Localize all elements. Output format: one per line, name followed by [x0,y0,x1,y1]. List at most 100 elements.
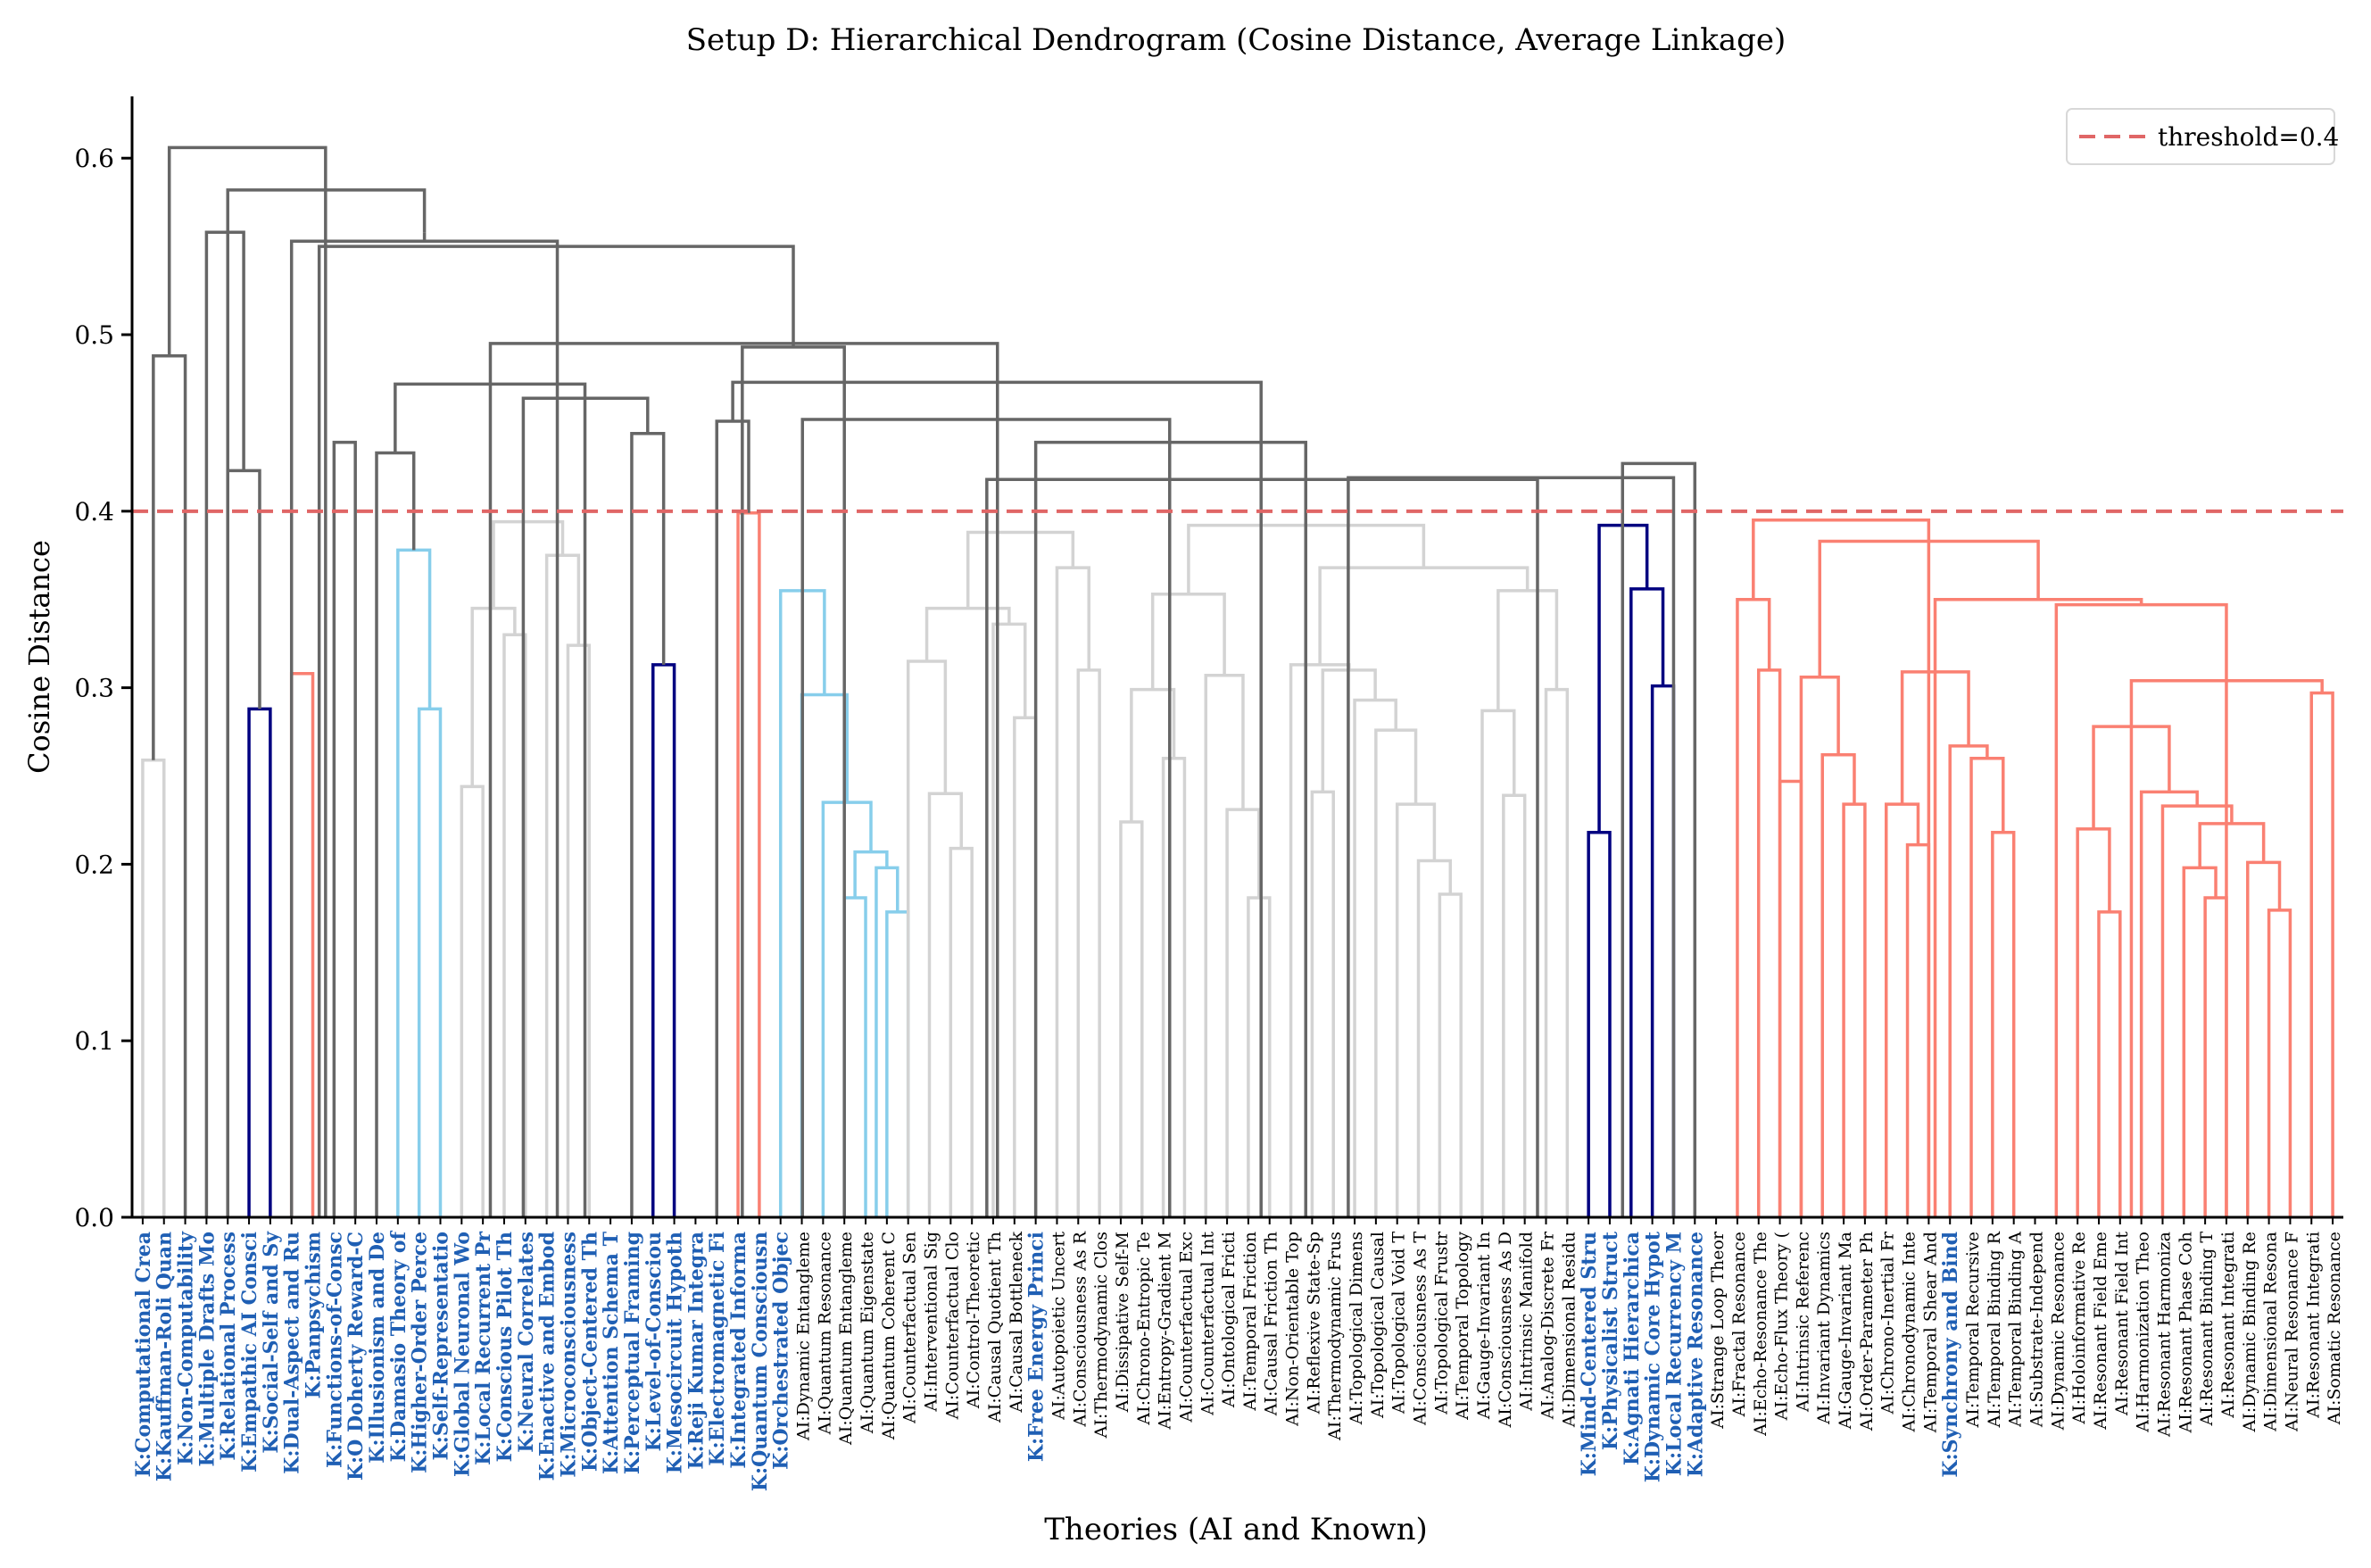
dendrogram-link [141,758,166,1217]
leaf-label: AI:Quantum Coherent C [879,1232,899,1440]
dendrogram-link [991,622,1027,1217]
leaf-label: K:Local Recurrent Pr [472,1232,495,1465]
dendrogram-link [927,792,963,1217]
leaf-label: K:Physicalist Struct [1599,1231,1622,1450]
leaf-label: AI:Temporal Binding R [1985,1231,2004,1428]
dendrogram-link [2076,827,2111,1217]
leaf-label: K:Integrated Informa [727,1232,750,1469]
dendrogram-link [1416,859,1453,1217]
leaf-label: K:Functions-of-Consc [323,1232,346,1468]
dendrogram-link [152,354,187,1217]
leaf-label: K:Dual-Aspect and Ru [281,1232,304,1474]
dendrogram-link [417,707,443,1217]
leaf-label: K:Higher-Order Perce [409,1232,432,1473]
leaf-label: AI:Counterfactual Sen [900,1232,920,1424]
leaf-label: AI:Quantum Eigenstate [858,1232,877,1434]
dendrogram-link [1310,790,1335,1217]
dendrogram-link [906,660,948,1217]
x-axis-label: Theories (AI and Known) [1044,1512,1428,1547]
leaf-label: K:Illusionism and De [366,1232,389,1464]
dendrogram-link [2267,908,2292,1217]
leaf-label: AI:Gauge-Invariant Ma [1836,1232,1855,1430]
leaf-label: AI:Temporal Shear And [1920,1232,1940,1433]
leaf-label: AI:Quantum Resonance [815,1232,834,1435]
leaf-label: AI:Topological Void T [1389,1232,1409,1415]
leaf-label: K:Orchestrated Objec [770,1232,793,1470]
leaf-label: AI:Chrono-Entropic Te [1134,1232,1154,1426]
leaf-label: K:Quantum Consciousn [749,1232,772,1491]
leaf-label: AI:Resonant Phase Coh [2176,1232,2195,1433]
leaf-label: K:Kauffman-Roli Quan [153,1232,177,1481]
leaf-label: AI:Consciousness As T [1411,1232,1430,1426]
leaf-label: AI:Temporal Binding A [2006,1232,2026,1428]
dendrogram-link [821,801,873,1217]
y-axis-label: Cosine Distance [22,540,56,774]
leaf-label: K:Electromagnetic Fi [706,1232,729,1466]
y-ticks: 0.0 0.1 0.2 0.3 0.4 0.5 0.6 [74,144,132,1232]
leaf-label: AI:Temporal Friction [1240,1232,1260,1412]
dendrogram-link [1347,476,1676,1217]
leaf-label: AI:Neural Resonance F [2282,1232,2301,1432]
leaf-label: K:Perceptual Framing [621,1232,644,1474]
dendrogram-link [1650,684,1676,1217]
dendrogram-link [966,530,1075,609]
dendrogram-link [1948,744,1989,1217]
dendrogram-link [1621,461,1697,1217]
leaf-label: K:Relational Process [217,1232,240,1461]
dendrogram-link [492,519,565,609]
dendrogram-link [949,846,974,1217]
leaf-label: K:Self-Representatio [429,1232,452,1461]
leaf-label: AI:Dimensional Resona [2261,1232,2281,1432]
dendrogram-link [460,784,485,1217]
dendrogram-link [1991,831,2016,1217]
leaf-label: AI:Thermodynamic Frus [1325,1232,1345,1441]
legend-box [2066,108,2335,165]
dendrogram-link [544,553,581,1217]
dendrogram-link [1778,779,1803,1217]
leaf-label: AI:Intrinsic Referenc [1793,1232,1812,1413]
dendrogram-link [1969,756,2005,1217]
dendrogram-link [396,548,432,1217]
leaf-label: AI:Strange Loop Theor [1708,1231,1728,1430]
leaf-label: AI:Analog-Discrete Fr [1538,1231,1557,1420]
leaf-label: K:Empathic AI Consci [238,1232,261,1473]
dendrogram-link [1395,802,1437,1217]
y-tick-label: 0.6 [74,144,114,173]
leaf-label: AI:Temporal Topology [1453,1232,1472,1421]
leaf-label: AI:Counterfactual Clo [942,1232,962,1420]
y-tick-label: 0.0 [74,1203,114,1232]
dendrogram-link [2198,822,2266,868]
leaf-label: AI:Chrono-Inertial Fr [1878,1231,1898,1415]
legend-label: threshold=0.4 [2158,122,2339,152]
dendrogram-link [167,145,327,1217]
leaf-label: K:Object-Centered Th [578,1232,601,1472]
dendrogram-link [715,419,750,1217]
leaf-label: K:Mind-Centered Stru [1578,1232,1601,1476]
leaf-label: AI:Causal Friction Th [1262,1232,1281,1416]
leaf-label: K:Agnati Hierarchica [1621,1232,1644,1465]
leaf-label: AI:Non-Orientable Top [1283,1232,1303,1427]
leaf-label: AI:Echo-Flux Theory ( [1772,1232,1792,1421]
leaf-label: AI:Temporal Recursive [1963,1232,1983,1429]
leaf-label: K:Computational Crea [132,1232,155,1477]
leaf-label: K:O Doherty Reward-C [344,1232,368,1481]
dendrogram-link [289,239,560,1217]
dendrogram-link [1247,896,1272,1217]
leaf-label: AI:Control-Theoretic [964,1232,983,1409]
leaf-label: K:Reji Kumar Integra [684,1232,708,1470]
leaf-label: AI:Quantum Entangleme [836,1232,856,1446]
dendrogram-link [1150,593,1226,690]
chart-title: Setup D: Hierarchical Dendrogram (Cosine… [686,22,1787,58]
dendrogram-link [2097,910,2122,1217]
dendrogram-link [630,432,666,1217]
dendrogram-link [1161,756,1187,1217]
dendrogram-link [1629,587,1665,1217]
leaf-label: K:Conscious Pilot Th [493,1232,517,1462]
dendrogram-link [1204,674,1245,1217]
y-tick-label: 0.1 [74,1026,114,1056]
leaf-label: AI:Ontological Fricti [1219,1232,1239,1408]
dendrogram-link [488,342,999,1217]
dendrogram-link [1013,716,1038,1217]
leaf-label: AI:Somatic Resonance [2325,1232,2344,1425]
